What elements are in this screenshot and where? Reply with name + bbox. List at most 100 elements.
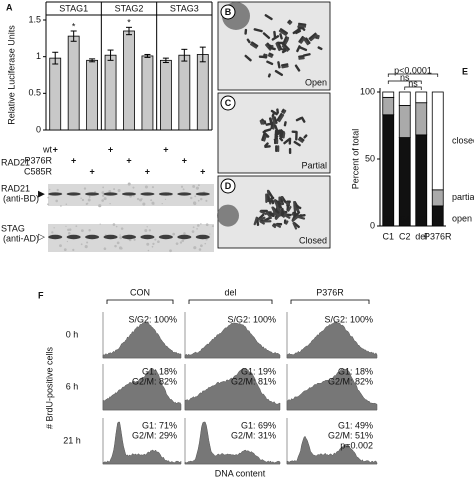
blot-band bbox=[158, 234, 173, 240]
blot-noise bbox=[84, 245, 88, 249]
blot-noise bbox=[204, 242, 207, 245]
chromosome bbox=[273, 138, 277, 145]
blot-noise bbox=[200, 223, 202, 225]
blot-noise bbox=[66, 240, 69, 243]
blot-noise bbox=[148, 229, 151, 232]
blot-noise bbox=[169, 249, 172, 253]
blot-noise bbox=[127, 182, 131, 186]
significance-label: ns bbox=[408, 78, 418, 88]
panel-label: F bbox=[38, 290, 44, 300]
significance-mark: * bbox=[127, 18, 131, 28]
row-label: P376R bbox=[24, 155, 52, 165]
treatment-mark: + bbox=[163, 144, 168, 154]
y-tick-label: 0 bbox=[36, 124, 41, 134]
blot-noise bbox=[86, 241, 89, 244]
y-tick-label: 50 bbox=[365, 153, 375, 163]
row-label: 6 h bbox=[66, 381, 79, 391]
chromosome bbox=[279, 33, 283, 40]
chromatid bbox=[292, 222, 298, 230]
chromatid bbox=[287, 205, 292, 212]
blot-noise bbox=[151, 186, 155, 189]
chromosome bbox=[277, 61, 281, 69]
treatment-mark: + bbox=[200, 166, 205, 176]
blot-label: RAD21 bbox=[1, 183, 30, 193]
chromosome bbox=[295, 130, 298, 141]
blot-noise bbox=[175, 242, 179, 246]
significance-bracket bbox=[404, 86, 422, 90]
y-axis-label: Percent of total bbox=[350, 129, 360, 190]
micrograph-caption: Open bbox=[305, 77, 327, 87]
y-tick-label: 1.5 bbox=[28, 14, 41, 24]
blot-noise bbox=[128, 238, 132, 242]
bar bbox=[141, 55, 154, 131]
n-label: 53 bbox=[416, 214, 426, 224]
cell-text: G2/M: 82% bbox=[328, 376, 373, 386]
blot-band bbox=[177, 192, 192, 196]
treatment-mark: + bbox=[53, 144, 58, 154]
micrograph-caption: Closed bbox=[299, 235, 327, 245]
blot-noise bbox=[53, 227, 55, 229]
chromatid bbox=[303, 38, 309, 46]
blot-noise bbox=[101, 199, 105, 202]
chromosome bbox=[277, 41, 283, 51]
chromosome bbox=[270, 109, 278, 116]
blot-band bbox=[158, 192, 173, 196]
chromosome bbox=[298, 35, 304, 43]
blot-noise bbox=[192, 185, 196, 188]
cell-text: G1: 49% bbox=[338, 420, 373, 430]
blot-noise bbox=[88, 195, 91, 198]
chromosome bbox=[279, 28, 289, 35]
chromatid bbox=[262, 220, 272, 223]
x-tick-label: P376R bbox=[424, 231, 452, 241]
significance-label: p<0.0001 bbox=[394, 65, 432, 75]
chromosome bbox=[271, 35, 280, 41]
chromatid bbox=[299, 37, 306, 44]
chromosome bbox=[266, 60, 274, 66]
chromosome bbox=[294, 64, 301, 72]
y-axis-label: # BrdU-positive cells bbox=[44, 346, 54, 429]
panel-label: B bbox=[225, 7, 232, 17]
bar-segment bbox=[415, 102, 428, 136]
chromosome bbox=[283, 43, 290, 51]
bar-segment bbox=[431, 189, 444, 207]
chromatid bbox=[297, 24, 307, 28]
chromosome bbox=[298, 46, 308, 52]
legend-label: partial bbox=[452, 192, 474, 202]
blot-noise bbox=[87, 198, 91, 202]
chromosome bbox=[268, 52, 274, 57]
blot-band bbox=[48, 192, 63, 196]
chromatid bbox=[267, 54, 273, 58]
blot-noise bbox=[205, 223, 209, 227]
bar-segment bbox=[398, 91, 411, 106]
chromosome bbox=[274, 124, 280, 134]
blot-band bbox=[103, 192, 118, 196]
chromosome bbox=[279, 129, 284, 136]
y-tick-label: 1 bbox=[36, 51, 41, 61]
blot-band bbox=[140, 192, 155, 196]
blot-band bbox=[177, 234, 192, 240]
significance-bracket bbox=[387, 73, 439, 77]
chromatid bbox=[282, 109, 287, 114]
blot-noise bbox=[180, 185, 184, 188]
histogram bbox=[184, 368, 281, 411]
bar bbox=[67, 35, 80, 131]
cell-text: G1: 18% bbox=[338, 366, 373, 376]
n-label: 45 bbox=[433, 214, 443, 224]
blot-noise bbox=[191, 230, 195, 233]
chromosome bbox=[274, 135, 279, 140]
blot-noise bbox=[117, 188, 121, 193]
blot-noise bbox=[119, 236, 123, 240]
blot-noise bbox=[115, 225, 118, 228]
chromosome bbox=[273, 116, 278, 124]
micrograph bbox=[217, 92, 331, 174]
x-tick-label: del bbox=[415, 231, 427, 241]
blot-marker: ▶ bbox=[38, 188, 45, 198]
blot-noise bbox=[114, 244, 117, 248]
chromosome bbox=[302, 53, 311, 57]
chromosome bbox=[283, 121, 287, 127]
cell-text: G1: 18% bbox=[142, 366, 177, 376]
panel-label: A bbox=[6, 2, 13, 12]
column-bracket bbox=[290, 299, 370, 304]
blot-noise bbox=[112, 223, 116, 226]
chromatid bbox=[259, 119, 263, 125]
